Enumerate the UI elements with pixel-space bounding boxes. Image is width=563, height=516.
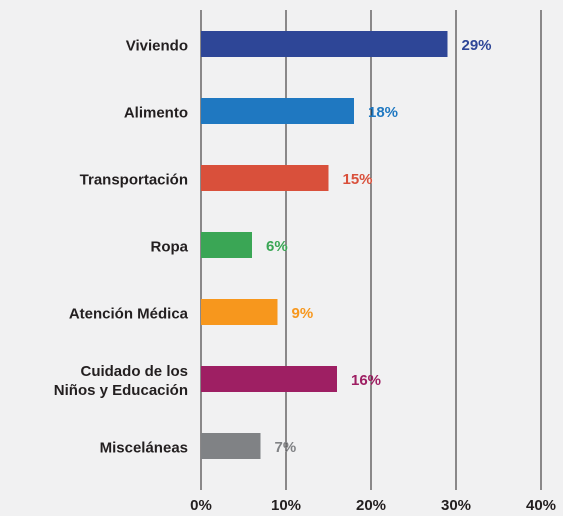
value-label: 29%: [462, 37, 492, 54]
x-tick-label: 40%: [526, 497, 556, 514]
bar: [201, 366, 337, 392]
bar: [201, 98, 354, 124]
y-tick-label: Viviendo: [125, 37, 188, 55]
x-tick-label: 10%: [271, 497, 301, 514]
bar: [201, 31, 448, 57]
y-tick-label: Transportación: [79, 171, 188, 189]
y-tick-label: Misceláneas: [99, 439, 188, 457]
y-tick-label: Alimento: [123, 104, 188, 122]
bar: [201, 165, 329, 191]
value-label: 9%: [292, 305, 314, 322]
value-label: 15%: [343, 171, 373, 188]
value-label: 18%: [368, 104, 398, 121]
value-label: 7%: [275, 439, 297, 456]
value-label: 16%: [351, 372, 381, 389]
x-tick-label: 30%: [441, 497, 471, 514]
bar: [201, 433, 261, 459]
bar: [201, 232, 252, 258]
value-label: 6%: [266, 238, 288, 255]
bar: [201, 299, 278, 325]
y-tick-label: Cuidado de los Niños y Educación: [53, 363, 188, 399]
y-tick-label: Ropa: [150, 238, 189, 256]
y-tick-label: Atención Médica: [68, 305, 188, 323]
x-tick-label: 20%: [356, 497, 386, 514]
x-tick-label: 0%: [190, 497, 212, 514]
